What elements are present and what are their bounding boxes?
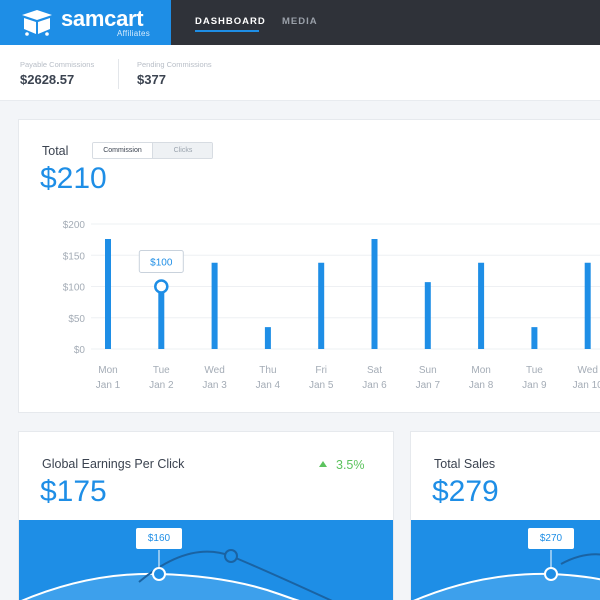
bar [318,262,325,349]
bar [424,282,431,349]
epc-chart-area: $160 [19,520,393,600]
earnings-per-click-card: Global Earnings Per Click 3.5% $175 $160 [18,431,394,600]
x-tick-date: Jan 1 [96,380,121,391]
epc-curve-chart [21,549,333,600]
total-sales-card: Total Sales $279 $270 [410,431,600,600]
sales-tooltip: $270 [528,528,574,549]
x-tick-date: Jan 6 [362,380,387,391]
bar-highlight-point [154,279,169,294]
toggle-commission[interactable]: Commission [93,143,153,158]
y-tick-label: $100 [63,283,86,294]
x-tick-day: Tue [153,365,170,376]
bar-tooltip-box [138,250,184,273]
sales-curve-chart [413,550,600,600]
bar [105,239,111,349]
y-tick-label: $150 [63,251,86,262]
trend-indicator: 3.5% [319,458,365,472]
x-tick-day: Sun [419,365,437,376]
pending-commissions-label: Pending Commissions [137,60,212,69]
epc-secondary-point[interactable] [224,549,238,563]
total-card: Total Commission Clicks $210 $200 $150 $10… [18,119,600,413]
x-tick-day: Sat [367,365,382,376]
y-tick-label: $0 [74,345,86,356]
payable-commissions-value: $2628.57 [20,72,75,87]
x-tick-date: Jan 5 [309,380,334,391]
total-value: $210 [40,162,107,195]
x-tick-date: Jan 4 [256,380,281,391]
bar [371,239,378,349]
x-tick-day: Mon [471,365,490,376]
epc-primary-point[interactable] [152,567,166,581]
top-nav: samcart Affiliates DASHBOARD MEDIA [0,0,600,45]
epc-value: $175 [40,475,107,508]
x-tick-date: Jan 7 [416,380,441,391]
x-tick-day: Mon [98,365,117,376]
tab-dashboard[interactable]: DASHBOARD [195,16,266,27]
toggle-clicks[interactable]: Clicks [153,143,212,158]
pending-commissions-value: $377 [137,72,166,87]
x-tick-day: Thu [259,365,276,376]
cart-logo-icon [22,10,52,36]
x-tick-day: Tue [526,365,543,376]
trend-up-icon [319,461,327,467]
payable-commissions-label: Payable Commissions [20,60,95,69]
commission-summary: Payable Commissions $2628.57 Pending Com… [0,45,600,101]
brand-block[interactable]: samcart Affiliates [0,0,171,45]
active-tab-indicator [195,30,259,32]
brand-subtitle: Affiliates [117,29,151,38]
sales-title: Total Sales [434,457,496,471]
metric-toggle: Commission Clicks [92,142,213,159]
sales-chart-area: $270 [411,520,600,600]
y-tick-label: $50 [68,314,85,325]
tab-media[interactable]: MEDIA [282,16,318,27]
epc-tooltip: $160 [136,528,182,549]
bar [211,262,218,349]
x-tick-day: Wed [578,365,598,376]
sales-primary-point[interactable] [544,567,558,581]
bar [531,327,538,349]
total-title: Total [42,144,69,158]
summary-divider [118,59,119,89]
sales-value: $279 [432,475,499,508]
bar [478,262,485,349]
epc-title: Global Earnings Per Click [42,457,185,471]
sales-area-fill [415,573,600,600]
sales-primary-line [413,572,600,600]
x-tick-date: Jan 10 [573,380,600,391]
epc-primary-line [21,572,300,600]
x-tick-date: Jan 8 [469,380,494,391]
brand-name: samcart [61,6,144,31]
x-tick-date: Jan 3 [202,380,227,391]
x-tick-date: Jan 2 [149,380,174,391]
sales-secondary-line [560,553,600,565]
bar-tooltip-text: $100 [150,258,173,269]
commission-bar-chart: $200 $150 $100 $50 $0 Mon Jan 1 Tue Jan 2 Wed Jan … [63,220,600,391]
bar [264,327,271,349]
x-tick-date: Jan 9 [522,380,547,391]
bar [158,286,165,349]
bar [584,262,591,349]
x-tick-day: Fri [315,365,327,376]
x-tick-day: Wed [204,365,224,376]
y-tick-label: $200 [63,220,86,231]
trend-value: 3.5% [336,458,365,472]
